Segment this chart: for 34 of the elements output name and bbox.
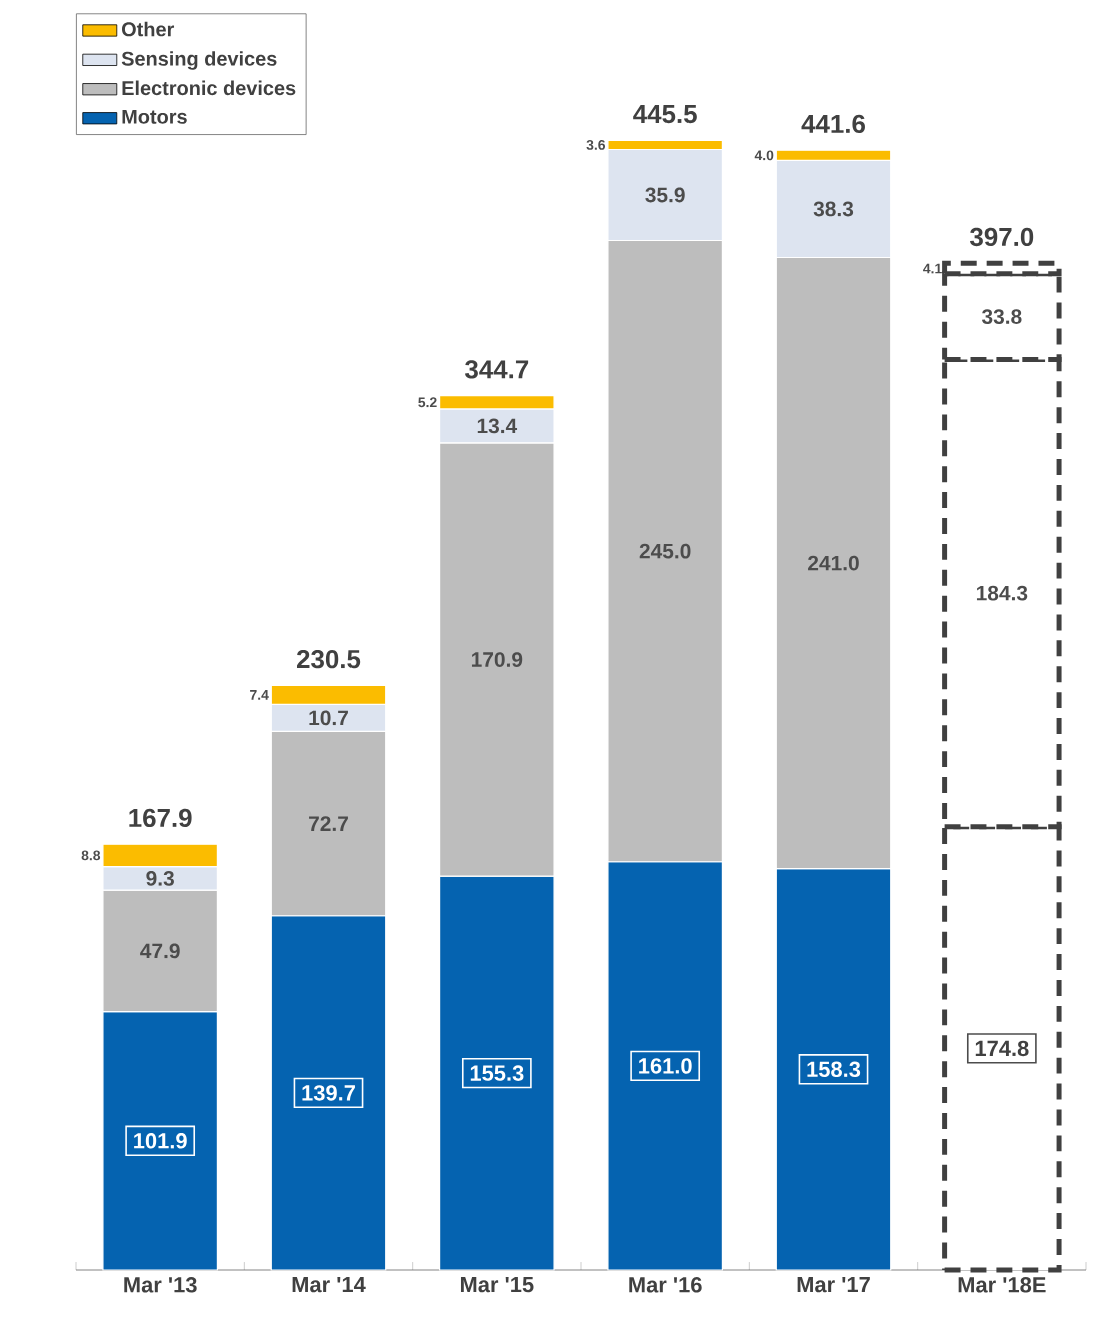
legend-label: Motors <box>122 109 187 124</box>
x-tick-label: Mar '18E <box>958 1277 1046 1293</box>
data-label: 38.3 <box>813 201 854 217</box>
total-label: 445.5 <box>633 105 697 124</box>
legend-label: Electronic devices <box>122 80 296 96</box>
data-label: 155.3 <box>470 1065 524 1081</box>
total-label: 344.7 <box>465 360 529 379</box>
data-label: 35.9 <box>645 187 685 203</box>
total-label: 441.6 <box>801 114 865 134</box>
total-label: 397.0 <box>970 227 1034 247</box>
data-label: 33.8 <box>981 309 1022 325</box>
data-label: 245.0 <box>639 543 691 559</box>
data-label: 10.7 <box>309 710 348 726</box>
data-label: 241.0 <box>808 555 859 571</box>
data-label: 184.3 <box>976 585 1028 601</box>
data-label: 139.7 <box>302 1085 355 1101</box>
total-label: 230.5 <box>297 649 361 669</box>
data-label: 47.9 <box>140 943 180 959</box>
data-label: 72.7 <box>309 816 348 831</box>
x-tick-label: Mar '14 <box>292 1277 366 1293</box>
data-label: 161.0 <box>639 1058 692 1074</box>
data-label: 101.9 <box>134 1133 187 1149</box>
data-label: 13.4 <box>477 418 518 434</box>
x-tick-label: Mar '13 <box>124 1277 197 1293</box>
data-label: 9.3 <box>146 870 174 886</box>
x-tick-label: Mar '16 <box>629 1277 702 1293</box>
data-label: 170.9 <box>471 652 523 667</box>
total-label: 167.9 <box>129 808 192 828</box>
x-tick-label: Mar '17 <box>797 1277 870 1293</box>
legend-label: Sensing devices <box>121 51 277 70</box>
legend-label: Other <box>121 21 175 37</box>
data-label: 158.3 <box>807 1061 861 1078</box>
data-label: 174.8 <box>975 1040 1029 1057</box>
x-tick-label: Mar '15 <box>460 1277 534 1293</box>
